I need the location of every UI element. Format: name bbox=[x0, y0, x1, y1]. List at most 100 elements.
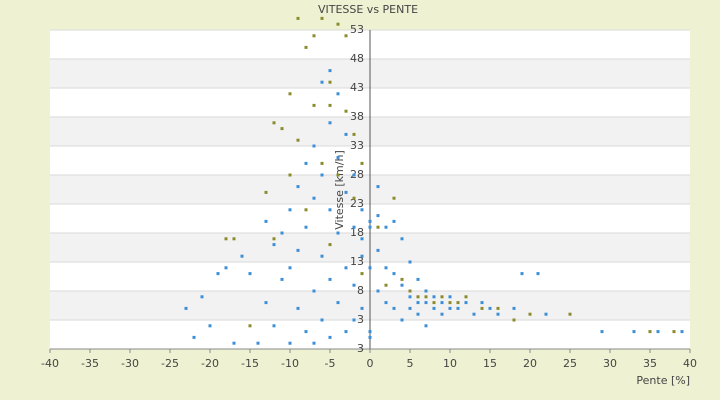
point bbox=[368, 225, 372, 229]
point bbox=[528, 312, 532, 316]
point bbox=[296, 16, 300, 20]
point bbox=[288, 341, 292, 345]
point bbox=[416, 301, 420, 305]
point bbox=[448, 306, 452, 310]
point bbox=[328, 121, 332, 125]
point bbox=[272, 237, 276, 241]
point bbox=[480, 306, 484, 310]
point bbox=[632, 330, 636, 334]
point bbox=[400, 283, 404, 287]
point bbox=[472, 312, 476, 316]
point bbox=[656, 330, 660, 334]
point bbox=[368, 335, 372, 339]
point bbox=[456, 306, 460, 310]
point bbox=[672, 330, 676, 334]
point bbox=[360, 254, 364, 258]
point bbox=[320, 318, 324, 322]
point bbox=[368, 266, 372, 270]
point bbox=[384, 266, 388, 270]
point bbox=[352, 225, 356, 229]
point bbox=[328, 243, 332, 247]
x-tick-label: -20 bbox=[201, 357, 219, 370]
point bbox=[336, 301, 340, 305]
point bbox=[272, 324, 276, 328]
point bbox=[384, 283, 388, 287]
point bbox=[424, 301, 428, 305]
point bbox=[376, 214, 380, 218]
point bbox=[360, 272, 364, 276]
point bbox=[496, 306, 500, 310]
y-tick-label: 33 bbox=[350, 139, 364, 152]
point bbox=[328, 277, 332, 281]
point bbox=[440, 295, 444, 299]
point bbox=[488, 306, 492, 310]
point bbox=[280, 231, 284, 235]
point bbox=[544, 312, 548, 316]
point bbox=[392, 196, 396, 200]
y-tick-label: 18 bbox=[350, 226, 364, 239]
point bbox=[304, 45, 308, 49]
point bbox=[320, 16, 324, 20]
point bbox=[376, 225, 380, 229]
point bbox=[408, 289, 412, 293]
x-tick-label: 15 bbox=[483, 357, 497, 370]
x-tick-label: 10 bbox=[443, 357, 457, 370]
point bbox=[464, 301, 468, 305]
x-tick-label: 20 bbox=[523, 357, 537, 370]
y-tick-label: 23 bbox=[350, 197, 364, 210]
point bbox=[312, 196, 316, 200]
x-tick-label: 5 bbox=[407, 357, 414, 370]
point bbox=[312, 103, 316, 107]
point bbox=[296, 138, 300, 142]
point bbox=[280, 127, 284, 131]
point bbox=[288, 92, 292, 96]
plot bbox=[49, 29, 691, 353]
point bbox=[352, 132, 356, 136]
point bbox=[264, 219, 268, 223]
x-tick-label: -15 bbox=[241, 357, 259, 370]
x-tick-label: 30 bbox=[603, 357, 617, 370]
point bbox=[272, 243, 276, 247]
y-tick-label: 13 bbox=[350, 255, 364, 268]
point bbox=[680, 330, 684, 334]
point bbox=[336, 173, 340, 177]
point bbox=[448, 295, 452, 299]
point bbox=[192, 335, 196, 339]
point bbox=[344, 330, 348, 334]
point bbox=[336, 92, 340, 96]
point bbox=[432, 306, 436, 310]
point bbox=[296, 248, 300, 252]
point bbox=[312, 341, 316, 345]
point bbox=[384, 225, 388, 229]
y-tick-label: 3 bbox=[357, 342, 364, 355]
y-tick-label: 3 bbox=[357, 313, 364, 326]
point bbox=[400, 237, 404, 241]
y-tick-label: 8 bbox=[357, 284, 364, 297]
point bbox=[384, 301, 388, 305]
point bbox=[224, 237, 228, 241]
y-tick-label: 53 bbox=[350, 23, 364, 36]
point bbox=[480, 301, 484, 305]
point bbox=[336, 156, 340, 160]
point bbox=[344, 34, 348, 38]
point bbox=[328, 69, 332, 73]
point bbox=[328, 208, 332, 212]
point bbox=[344, 132, 348, 136]
point bbox=[264, 190, 268, 194]
point bbox=[600, 330, 604, 334]
point bbox=[512, 306, 516, 310]
point bbox=[424, 295, 428, 299]
point bbox=[392, 219, 396, 223]
y-axis-title: Vitesse [km/h] bbox=[333, 150, 346, 230]
point bbox=[320, 80, 324, 84]
point bbox=[360, 161, 364, 165]
point bbox=[464, 295, 468, 299]
point bbox=[256, 341, 260, 345]
point bbox=[312, 34, 316, 38]
point bbox=[352, 196, 356, 200]
point bbox=[400, 277, 404, 281]
point bbox=[392, 306, 396, 310]
point bbox=[248, 324, 252, 328]
x-tick-label: 35 bbox=[643, 357, 657, 370]
